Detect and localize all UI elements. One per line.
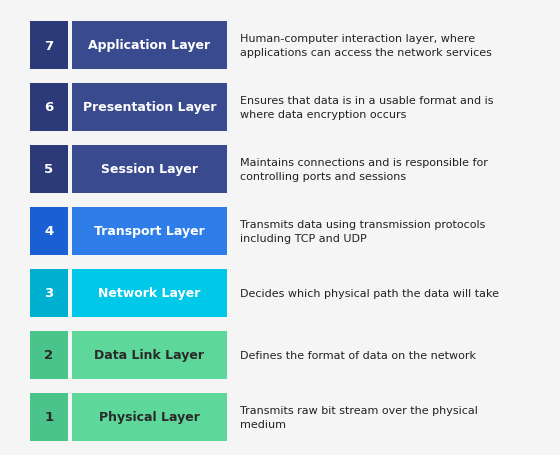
Bar xyxy=(30,84,68,131)
Text: Defines the format of data on the network: Defines the format of data on the networ… xyxy=(240,350,476,360)
Bar xyxy=(30,331,68,379)
Text: Presentation Layer: Presentation Layer xyxy=(83,101,216,114)
Text: 2: 2 xyxy=(44,349,54,362)
Text: Transport Layer: Transport Layer xyxy=(94,225,205,238)
Bar xyxy=(72,269,227,317)
Text: 3: 3 xyxy=(44,287,54,300)
Bar xyxy=(30,22,68,70)
Bar xyxy=(72,393,227,441)
Bar xyxy=(30,393,68,441)
Bar xyxy=(72,207,227,255)
Text: Human-computer interaction layer, where
applications can access the network serv: Human-computer interaction layer, where … xyxy=(240,34,492,58)
Text: 4: 4 xyxy=(44,225,54,238)
Bar xyxy=(30,146,68,193)
Text: Physical Layer: Physical Layer xyxy=(99,410,200,424)
Text: Network Layer: Network Layer xyxy=(99,287,200,300)
Text: Ensures that data is in a usable format and is
where data encryption occurs: Ensures that data is in a usable format … xyxy=(240,96,493,120)
Bar xyxy=(72,22,227,70)
Text: 6: 6 xyxy=(44,101,54,114)
Text: Transmits raw bit stream over the physical
medium: Transmits raw bit stream over the physic… xyxy=(240,405,478,429)
Text: 5: 5 xyxy=(44,163,54,176)
Text: Transmits data using transmission protocols
including TCP and UDP: Transmits data using transmission protoc… xyxy=(240,220,486,243)
Text: 1: 1 xyxy=(44,410,54,424)
Bar xyxy=(72,146,227,193)
Text: Decides which physical path the data will take: Decides which physical path the data wil… xyxy=(240,288,499,298)
Bar xyxy=(30,269,68,317)
Bar xyxy=(30,207,68,255)
Text: Maintains connections and is responsible for
controlling ports and sessions: Maintains connections and is responsible… xyxy=(240,158,488,182)
Text: Data Link Layer: Data Link Layer xyxy=(95,349,204,362)
Text: Application Layer: Application Layer xyxy=(88,40,211,52)
Bar xyxy=(72,84,227,131)
Bar xyxy=(72,331,227,379)
Text: Session Layer: Session Layer xyxy=(101,163,198,176)
Text: 7: 7 xyxy=(44,40,54,52)
